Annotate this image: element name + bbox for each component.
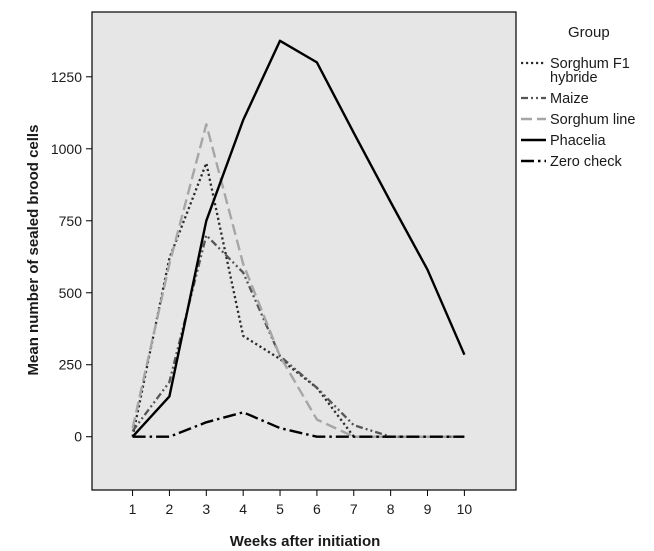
legend-label-maize: Maize xyxy=(550,91,589,107)
x-axis-title: Weeks after initiation xyxy=(230,533,381,550)
x-tick-label: 7 xyxy=(350,501,358,517)
x-tick-label: 5 xyxy=(276,501,284,517)
x-tick-label: 6 xyxy=(313,501,321,517)
y-tick-label: 750 xyxy=(59,213,83,229)
legend-label-sorghum-f1-hybride: Sorghum F1 xyxy=(550,56,630,72)
y-axis: 0 250 500 750 1000 1250 xyxy=(51,69,92,445)
y-tick-label: 250 xyxy=(59,357,83,373)
x-axis: 1 2 3 4 5 6 7 8 9 10 xyxy=(129,490,473,517)
legend-label-sorghum-f1-hybride: hybride xyxy=(550,70,598,86)
x-tick-label: 10 xyxy=(457,501,473,517)
legend-label-phacelia: Phacelia xyxy=(550,133,607,149)
legend-label-zero-check: Zero check xyxy=(550,154,622,170)
x-tick-label: 4 xyxy=(239,501,247,517)
legend-label-sorghum-line: Sorghum line xyxy=(550,112,635,128)
x-tick-label: 3 xyxy=(202,501,210,517)
series-layer xyxy=(131,39,466,438)
x-tick-label: 1 xyxy=(129,501,137,517)
series-line-phacelia xyxy=(131,39,466,438)
y-axis-title: Mean number of sealed brood cells xyxy=(25,125,42,376)
x-tick-label: 2 xyxy=(166,501,174,517)
legend-title: Group xyxy=(568,24,610,41)
y-tick-label: 1250 xyxy=(51,69,82,85)
y-tick-label: 1000 xyxy=(51,141,82,157)
y-tick-label: 0 xyxy=(74,429,82,445)
y-tick-label: 500 xyxy=(59,285,83,301)
plot-area xyxy=(91,11,517,491)
x-tick-label: 9 xyxy=(424,501,432,517)
x-tick-label: 8 xyxy=(387,501,395,517)
series-line-zero-check xyxy=(132,411,465,438)
